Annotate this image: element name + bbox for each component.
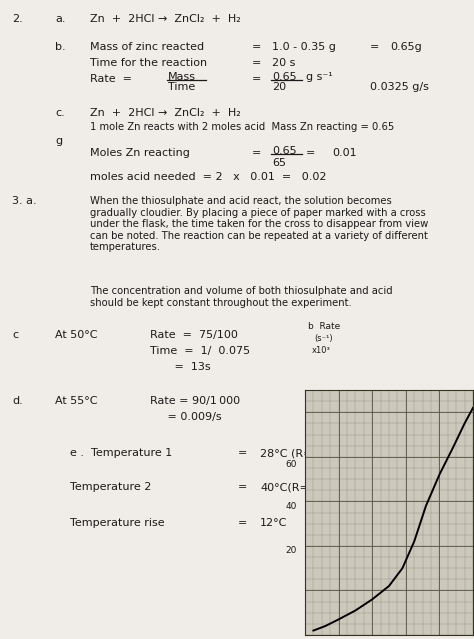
Text: =: = xyxy=(252,58,261,68)
Text: 0.65: 0.65 xyxy=(272,72,297,82)
Text: 1 mole Zn reacts with 2 moles acid  Mass Zn reacting = 0.65: 1 mole Zn reacts with 2 moles acid Mass … xyxy=(90,122,394,132)
Text: Rate  =  75/100: Rate = 75/100 xyxy=(150,330,238,340)
Text: =: = xyxy=(370,42,379,52)
Text: Mass: Mass xyxy=(168,72,196,82)
Text: 1.0 - 0.35 g: 1.0 - 0.35 g xyxy=(272,42,336,52)
Text: Zn  +  2HCl →  ZnCl₂  +  H₂: Zn + 2HCl → ZnCl₂ + H₂ xyxy=(90,108,241,118)
Text: =  13s: = 13s xyxy=(150,362,210,372)
Text: =: = xyxy=(306,148,315,158)
Text: b  Rate: b Rate xyxy=(308,322,340,331)
Text: =: = xyxy=(238,448,247,458)
Text: =: = xyxy=(252,74,261,84)
Text: =: = xyxy=(238,482,247,492)
Text: Time  =  1/  0.075: Time = 1/ 0.075 xyxy=(150,346,250,356)
Text: 60: 60 xyxy=(285,460,297,469)
Text: b.: b. xyxy=(55,42,65,52)
Text: 20: 20 xyxy=(286,546,297,555)
Text: At 55°C: At 55°C xyxy=(55,396,98,406)
Text: (s⁻¹): (s⁻¹) xyxy=(314,334,333,343)
Text: c.: c. xyxy=(55,108,65,118)
Text: g: g xyxy=(55,136,62,146)
Text: Rate  =: Rate = xyxy=(90,74,132,84)
Text: a.: a. xyxy=(55,14,65,24)
Text: The concentration and volume of both thiosulphate and acid
should be kept consta: The concentration and volume of both thi… xyxy=(90,286,392,307)
Text: =: = xyxy=(238,518,247,528)
Text: Temperature rise: Temperature rise xyxy=(70,518,164,528)
Text: moles acid needed  = 2   x   0.01  =   0.02: moles acid needed = 2 x 0.01 = 0.02 xyxy=(90,172,327,182)
Text: Time for the reaction: Time for the reaction xyxy=(90,58,207,68)
Text: Time: Time xyxy=(168,82,195,92)
Text: 0.65: 0.65 xyxy=(272,146,297,156)
Text: 0.01: 0.01 xyxy=(332,148,356,158)
Text: 3. a.: 3. a. xyxy=(12,196,36,206)
Text: 2.: 2. xyxy=(12,14,23,24)
Text: 0.0325 g/s: 0.0325 g/s xyxy=(370,82,429,92)
Text: 0.65g: 0.65g xyxy=(390,42,422,52)
Text: Zn  +  2HCl →  ZnCl₂  +  H₂: Zn + 2HCl → ZnCl₂ + H₂ xyxy=(90,14,241,24)
Text: 40: 40 xyxy=(286,502,297,511)
Text: e .  Temperature 1: e . Temperature 1 xyxy=(70,448,172,458)
Text: 20 s: 20 s xyxy=(272,58,295,68)
Text: d.: d. xyxy=(12,396,23,406)
Text: At 50°C: At 50°C xyxy=(55,330,98,340)
Text: =: = xyxy=(252,42,261,52)
Text: 65: 65 xyxy=(272,158,286,168)
Text: Temperature 2: Temperature 2 xyxy=(70,482,151,492)
Text: x10³: x10³ xyxy=(312,346,331,355)
Text: 40°C(R=: 40°C(R= xyxy=(260,482,309,492)
Text: 12°C: 12°C xyxy=(260,518,287,528)
Text: When the thiosulphate and acid react, the solution becomes
gradually cloudier. B: When the thiosulphate and acid react, th… xyxy=(90,196,428,252)
Text: =: = xyxy=(252,148,261,158)
Text: 28°C (R=: 28°C (R= xyxy=(260,448,312,458)
Text: Rate = 90/1 000: Rate = 90/1 000 xyxy=(150,396,240,406)
Text: Moles Zn reacting: Moles Zn reacting xyxy=(90,148,190,158)
Text: 20: 20 xyxy=(272,82,286,92)
Text: g s⁻¹: g s⁻¹ xyxy=(306,72,333,82)
Text: = 0.009/s: = 0.009/s xyxy=(150,412,222,422)
Text: c: c xyxy=(12,330,18,340)
Text: Mass of zinc reacted: Mass of zinc reacted xyxy=(90,42,204,52)
